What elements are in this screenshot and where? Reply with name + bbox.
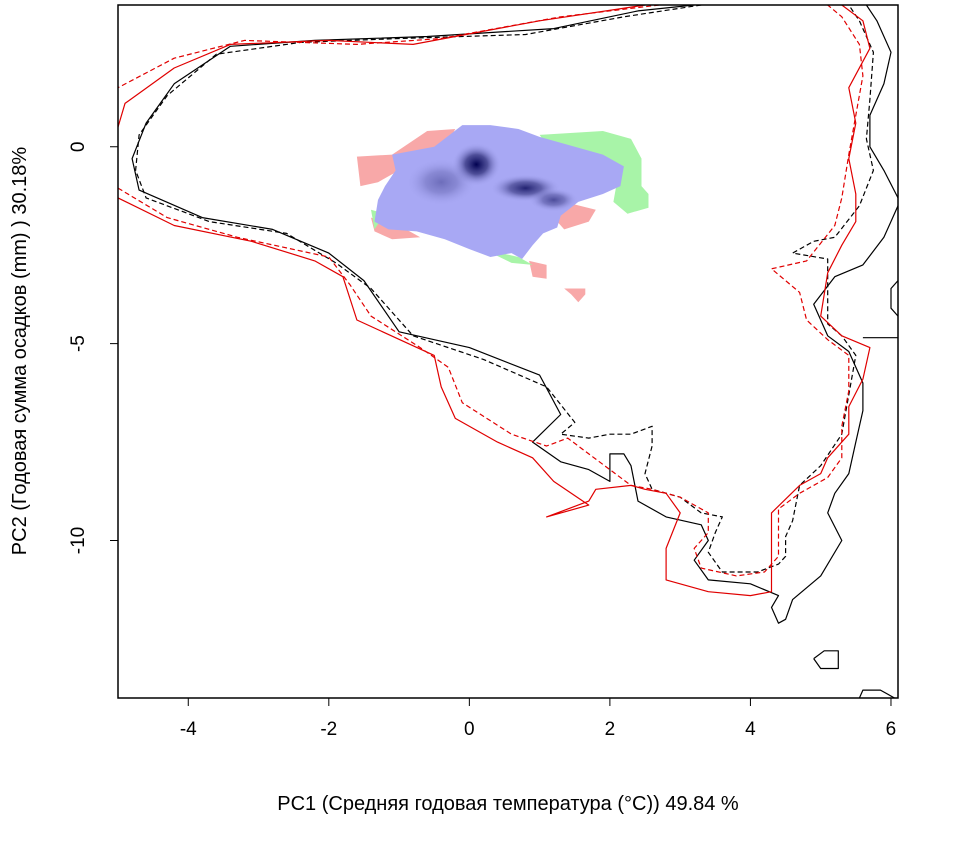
- contour-red-dashed-1: [118, 5, 864, 577]
- x-tick-label: -2: [320, 719, 337, 740]
- y-tick-label: -5: [68, 335, 89, 352]
- y-axis-title: PC2 (Годовая сумма осадков (mm) ) 30.18%: [9, 147, 31, 556]
- region-red-only-4: [564, 288, 586, 303]
- contour-black-solid-5: [858, 689, 895, 698]
- contour-red-dashed-0: [118, 5, 660, 89]
- x-tick-label: -4: [180, 719, 197, 740]
- x-tick-label: 6: [886, 719, 897, 740]
- density-peak-3: [406, 158, 477, 206]
- y-tick-label: 0: [68, 142, 89, 153]
- x-tick-label: 4: [745, 719, 756, 740]
- heatmap-layer: [356, 125, 649, 303]
- plot-frame: [117, 4, 899, 699]
- x-tick-label: 2: [605, 719, 616, 740]
- contour-black-solid-0: [131, 5, 898, 624]
- contour-red-solid-1: [118, 5, 871, 597]
- contour-black-solid-4: [813, 650, 839, 670]
- density-peak-2: [529, 188, 579, 212]
- x-axis-title: PC1 (Средняя годовая температура (°C)) 4…: [277, 793, 739, 815]
- region-red-only-3: [529, 260, 547, 279]
- contour-layer: [118, 5, 898, 698]
- contour-red-solid-0: [118, 5, 646, 128]
- axes: -4 -2 0 2 4 6 0 -5 -10: [68, 142, 896, 740]
- contour-black-solid-2: [890, 280, 898, 317]
- x-tick-label: 0: [464, 719, 475, 740]
- y-tick-label: -10: [68, 527, 89, 554]
- contour-black-dashed-0: [135, 5, 875, 573]
- contour-black-solid-1: [865, 5, 898, 199]
